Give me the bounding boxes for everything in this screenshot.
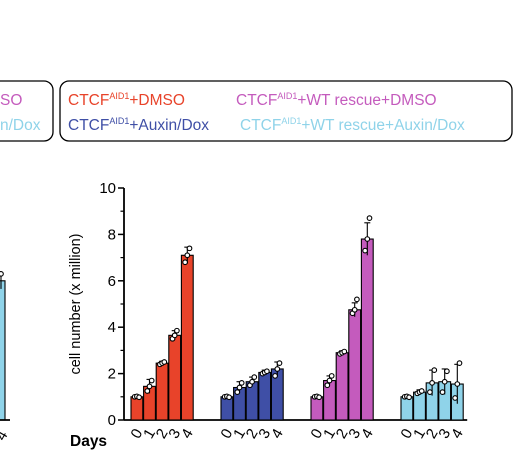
x-axis-label: Days <box>70 433 107 450</box>
main-legend-box <box>59 80 513 142</box>
data-point <box>144 388 151 394</box>
bar <box>400 396 414 421</box>
legend-entry-2: CTCFAID1+Auxin/Dox <box>68 116 209 134</box>
data-point <box>418 388 425 394</box>
data-point <box>136 394 142 401</box>
bar <box>413 391 426 421</box>
y-tick-label: 2 <box>108 366 116 383</box>
y-axis-label: cell number (x million) <box>68 233 84 374</box>
fragment-x-tick-label: 4 <box>0 428 12 444</box>
data-point <box>444 368 450 375</box>
bar <box>360 238 374 421</box>
data-point <box>341 348 348 355</box>
data-point <box>251 374 258 380</box>
left-legend-fragment-line1: SO <box>0 92 22 109</box>
data-point <box>186 245 193 252</box>
fragment-data-point <box>0 270 4 277</box>
data-point <box>354 296 360 303</box>
legend-entry-4: CTCFAID1+WT rescue+Auxin/Dox <box>240 116 465 134</box>
data-point <box>364 236 371 242</box>
data-point <box>326 377 333 384</box>
data-point <box>441 378 448 385</box>
bar <box>130 396 144 421</box>
data-point <box>236 384 243 391</box>
y-tick-label: 8 <box>108 226 116 243</box>
data-point <box>182 259 188 266</box>
data-point <box>184 252 191 259</box>
bar <box>168 334 182 421</box>
data-point <box>272 373 278 379</box>
legend-entry-3: CTCFAID1+WT rescue+DMSO <box>236 91 437 109</box>
data-point <box>456 360 463 367</box>
data-point <box>439 389 446 396</box>
left-panel-fragment: 4 <box>0 270 12 444</box>
bar <box>245 381 259 421</box>
data-point <box>171 332 178 339</box>
y-tick-label: 10 <box>99 180 116 197</box>
data-point <box>316 394 322 401</box>
data-point <box>454 381 461 387</box>
data-point <box>264 368 270 375</box>
data-point <box>328 373 335 379</box>
data-point <box>274 366 281 372</box>
data-point <box>249 378 255 385</box>
data-point <box>427 389 433 396</box>
data-point <box>148 377 155 384</box>
bar <box>310 396 324 421</box>
data-point <box>324 382 331 389</box>
bar <box>348 309 362 421</box>
legend: SO n/Dox CTCFAID1+DMSO CTCFAID1+Auxin/Dox… <box>0 80 513 142</box>
data-point <box>429 380 435 386</box>
data-point <box>234 389 241 396</box>
data-point <box>174 327 180 334</box>
data-point <box>238 380 245 386</box>
y-tick-label: 6 <box>108 273 116 290</box>
data-point <box>431 367 438 373</box>
y-tick-label: 4 <box>108 319 116 336</box>
data-point <box>362 247 368 254</box>
data-point <box>351 306 358 313</box>
left-legend-box-fragment <box>0 80 54 142</box>
data-point <box>406 394 412 401</box>
legend-entry-1: CTCFAID1+DMSO <box>68 91 185 109</box>
y-tick-label: 0 <box>108 412 116 429</box>
bar <box>180 254 194 421</box>
data-point <box>276 360 283 367</box>
data-point <box>366 215 373 222</box>
bar <box>155 362 169 421</box>
bar <box>258 371 272 421</box>
data-point <box>452 395 458 401</box>
data-point <box>226 394 232 401</box>
bar <box>220 396 234 421</box>
data-point <box>161 359 168 365</box>
fragment-bar <box>0 280 6 421</box>
left-legend-fragment-line2: n/Dox <box>0 117 41 134</box>
bar <box>335 352 349 421</box>
data-point <box>146 383 153 390</box>
